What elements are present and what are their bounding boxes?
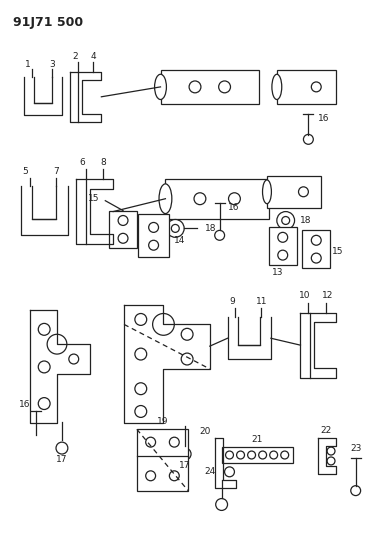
Bar	[303, 230, 330, 268]
Circle shape	[270, 451, 278, 459]
Circle shape	[181, 353, 193, 365]
Circle shape	[38, 361, 50, 373]
Text: 1: 1	[25, 60, 30, 69]
Circle shape	[311, 253, 321, 263]
Circle shape	[311, 236, 321, 245]
Bar	[160, 70, 259, 104]
Circle shape	[189, 81, 201, 93]
Circle shape	[135, 313, 147, 325]
Bar	[165, 179, 269, 219]
Bar	[267, 176, 321, 208]
Text: 18: 18	[300, 216, 311, 225]
Text: 16: 16	[228, 203, 239, 212]
Circle shape	[224, 453, 235, 463]
Text: 12: 12	[323, 291, 334, 300]
Circle shape	[146, 437, 156, 447]
Text: 15: 15	[88, 194, 99, 203]
Text: 13: 13	[272, 269, 283, 278]
Text: 19: 19	[157, 417, 168, 426]
Text: 91J71 500: 91J71 500	[13, 15, 83, 29]
Circle shape	[278, 250, 288, 260]
Circle shape	[215, 230, 224, 240]
Circle shape	[171, 224, 179, 232]
Text: 14: 14	[174, 236, 185, 245]
Circle shape	[56, 442, 68, 454]
Text: 20: 20	[199, 427, 210, 436]
Circle shape	[149, 240, 158, 250]
Circle shape	[219, 81, 231, 93]
Circle shape	[228, 193, 240, 205]
Circle shape	[169, 471, 179, 481]
Circle shape	[277, 212, 294, 229]
Bar	[222, 447, 292, 463]
Ellipse shape	[272, 74, 282, 100]
Text: 15: 15	[332, 247, 344, 256]
Text: 17: 17	[56, 456, 68, 464]
Text: 10: 10	[299, 291, 310, 300]
Text: 22: 22	[321, 426, 332, 435]
Circle shape	[38, 324, 50, 335]
Text: 18: 18	[205, 224, 217, 233]
Circle shape	[135, 383, 147, 394]
Circle shape	[303, 134, 313, 144]
Circle shape	[179, 448, 191, 460]
Circle shape	[224, 467, 235, 477]
Circle shape	[194, 193, 206, 205]
Circle shape	[327, 457, 335, 465]
Circle shape	[47, 334, 67, 354]
Text: 5: 5	[23, 167, 28, 176]
Circle shape	[298, 187, 308, 197]
Text: 8: 8	[100, 158, 106, 167]
Circle shape	[118, 215, 128, 225]
Circle shape	[135, 348, 147, 360]
Text: 16: 16	[19, 400, 30, 409]
Circle shape	[216, 498, 228, 511]
Circle shape	[135, 406, 147, 417]
Circle shape	[118, 233, 128, 243]
Circle shape	[146, 471, 156, 481]
Text: 21: 21	[251, 435, 263, 443]
Circle shape	[311, 82, 321, 92]
Ellipse shape	[262, 180, 271, 204]
Circle shape	[181, 328, 193, 340]
Bar	[269, 228, 296, 265]
Text: 17: 17	[179, 462, 191, 471]
Ellipse shape	[159, 184, 172, 214]
Circle shape	[327, 447, 335, 455]
Circle shape	[281, 451, 289, 459]
Circle shape	[152, 313, 174, 335]
Text: 16: 16	[318, 114, 330, 123]
Text: 7: 7	[53, 167, 59, 176]
Bar	[138, 214, 169, 257]
Circle shape	[226, 451, 233, 459]
Circle shape	[248, 451, 256, 459]
Circle shape	[351, 486, 361, 496]
Circle shape	[167, 220, 184, 237]
Circle shape	[237, 451, 244, 459]
Circle shape	[282, 216, 290, 224]
Circle shape	[69, 354, 79, 364]
Bar	[137, 429, 188, 491]
Circle shape	[259, 451, 267, 459]
Circle shape	[278, 232, 288, 243]
Bar	[109, 211, 137, 248]
Bar	[277, 70, 336, 104]
Text: 24: 24	[204, 467, 215, 477]
Ellipse shape	[154, 74, 167, 100]
Text: 2: 2	[72, 52, 77, 61]
Text: 23: 23	[350, 443, 361, 453]
Text: 9: 9	[230, 297, 235, 306]
Text: 11: 11	[256, 297, 268, 306]
Text: 3: 3	[49, 60, 55, 69]
Circle shape	[169, 437, 179, 447]
Circle shape	[149, 222, 158, 232]
Circle shape	[38, 398, 50, 409]
Text: 4: 4	[91, 52, 96, 61]
Text: 6: 6	[80, 158, 86, 167]
